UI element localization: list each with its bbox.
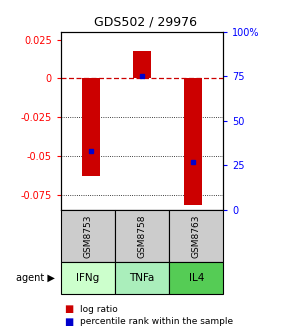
Text: log ratio: log ratio bbox=[80, 305, 117, 313]
Text: TNFa: TNFa bbox=[129, 273, 155, 283]
Text: GSM8753: GSM8753 bbox=[84, 214, 93, 258]
Text: GSM8758: GSM8758 bbox=[137, 214, 147, 258]
Bar bbox=[82, 78, 100, 176]
Text: agent ▶: agent ▶ bbox=[16, 273, 55, 283]
Text: ■: ■ bbox=[64, 317, 73, 327]
Text: IL4: IL4 bbox=[188, 273, 204, 283]
Text: IFNg: IFNg bbox=[76, 273, 99, 283]
Text: percentile rank within the sample: percentile rank within the sample bbox=[80, 318, 233, 326]
Text: GSM8763: GSM8763 bbox=[192, 214, 201, 258]
Bar bbox=[184, 78, 202, 205]
Text: ■: ■ bbox=[64, 304, 73, 314]
Text: GDS502 / 29976: GDS502 / 29976 bbox=[93, 15, 197, 28]
Bar bbox=[133, 50, 151, 78]
